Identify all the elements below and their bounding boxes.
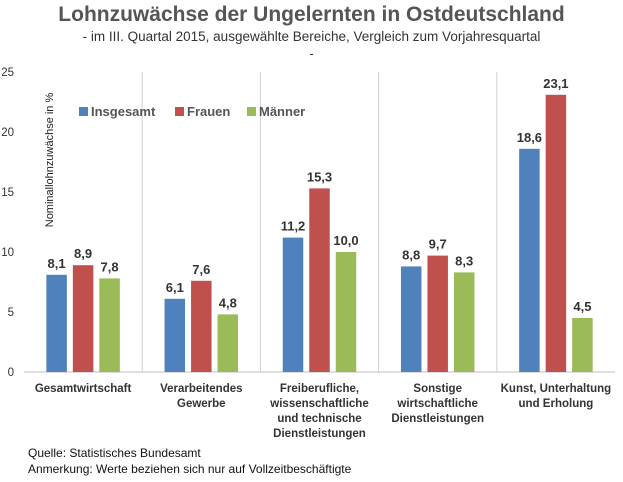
x-tick-label: Verarbeitendes Gewerbe <box>160 383 242 410</box>
bar <box>99 278 120 372</box>
x-tick-label: Sonstige wirtschaftliche Dienstleistungen <box>391 383 484 425</box>
y-axis-label: Nominallohnzuwächse in % <box>44 93 56 228</box>
legend-swatch <box>247 107 256 116</box>
data-label: 7,8 <box>101 259 119 274</box>
data-label: 11,2 <box>281 219 306 234</box>
data-label: 8,9 <box>74 246 92 261</box>
bar <box>519 148 540 372</box>
data-label: 4,8 <box>219 295 237 310</box>
data-label: 7,6 <box>192 262 210 277</box>
bar <box>46 274 67 372</box>
bar <box>453 272 475 372</box>
bar <box>72 265 94 372</box>
chart-title: Lohnzuwächse der Ungelernten in Ostdeuts… <box>58 3 565 26</box>
data-label: 8,8 <box>402 247 420 262</box>
x-tick-label: Gesamtwirtschaft <box>35 383 132 395</box>
y-tick-label: 0 <box>8 367 14 379</box>
data-label: 8,1 <box>48 256 66 271</box>
bar <box>572 318 593 372</box>
legend-label: Männer <box>259 104 305 119</box>
legend-swatch <box>79 107 88 116</box>
legend-label: Frauen <box>187 104 230 119</box>
data-label: 23,1 <box>543 76 568 91</box>
source-note: Quelle: Statistisches Bundesamt <box>28 446 201 460</box>
y-tick-label: 25 <box>1 67 14 79</box>
legend-swatch <box>175 107 184 116</box>
data-label: 9,7 <box>429 237 447 252</box>
chart-subtitle-line2: - <box>309 46 314 61</box>
x-tick-label: Freiberufliche, wissenschaftliche und tech… <box>269 383 368 440</box>
bar <box>400 266 422 372</box>
remark-note: Anmerkung: Werte beziehen sich nur auf V… <box>28 462 352 476</box>
bar <box>217 314 239 372</box>
bar <box>282 237 304 372</box>
x-tick-label: Kunst, Unterhaltung und Erholung <box>501 383 612 410</box>
y-tick-label: 5 <box>8 307 14 319</box>
data-label: 8,3 <box>455 253 473 268</box>
data-label: 15,3 <box>307 169 332 184</box>
legend-label: Insgesamt <box>91 104 156 119</box>
y-tick-label: 15 <box>1 187 14 199</box>
bar <box>427 255 448 372</box>
data-label: 18,6 <box>517 130 542 145</box>
data-label: 4,5 <box>573 299 591 314</box>
bar <box>309 188 330 372</box>
y-tick-label: 10 <box>1 247 14 259</box>
y-tick-label: 20 <box>1 127 14 139</box>
data-label: 10,0 <box>333 233 358 248</box>
data-label: 6,1 <box>166 280 184 295</box>
chart-subtitle: - im III. Quartal 2015, ausgewählte Bere… <box>82 29 541 44</box>
bar <box>164 298 186 372</box>
bar <box>545 94 567 373</box>
bar <box>335 252 357 372</box>
bar <box>191 280 212 372</box>
